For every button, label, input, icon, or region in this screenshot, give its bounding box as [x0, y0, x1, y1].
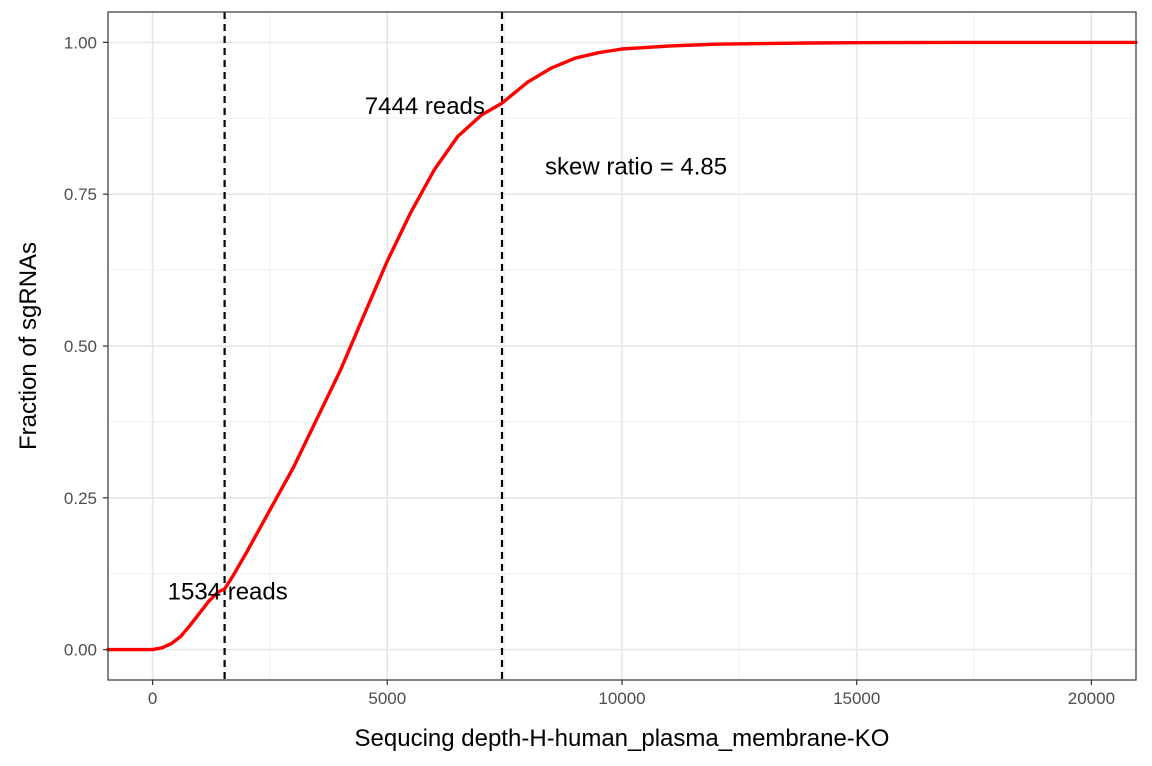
annotation-label: 7444 reads	[365, 93, 485, 120]
y-tick-label: 0.50	[64, 337, 97, 356]
grid	[108, 12, 1136, 680]
series-layer	[106, 40, 1138, 652]
series-line	[106, 40, 1138, 652]
x-tick-label: 15000	[833, 689, 880, 708]
y-tick-label: 1.00	[64, 33, 97, 52]
x-axis-ticks: 0 5000 10000 15000 20000	[148, 680, 1115, 708]
annotations: 1534 reads 7444 reads skew ratio = 4.85	[168, 93, 727, 606]
x-axis-title: Sequcing depth-H-human_plasma_membrane-K…	[355, 725, 890, 752]
y-axis-title: Fraction of sgRNAs	[15, 242, 42, 450]
x-tick-label: 5000	[368, 689, 406, 708]
y-tick-label: 0.75	[64, 185, 97, 204]
annotation-label: skew ratio = 4.85	[545, 154, 727, 181]
reference-lines	[223, 12, 504, 680]
x-tick-label: 10000	[598, 689, 645, 708]
y-axis-ticks: 0.00 0.25 0.50 0.75 1.00	[64, 33, 108, 660]
x-tick-label: 20000	[1068, 689, 1115, 708]
annotation-label: 1534 reads	[168, 579, 288, 606]
y-tick-label: 0.25	[64, 489, 97, 508]
y-tick-label: 0.00	[64, 641, 97, 660]
x-tick-label: 0	[148, 689, 157, 708]
